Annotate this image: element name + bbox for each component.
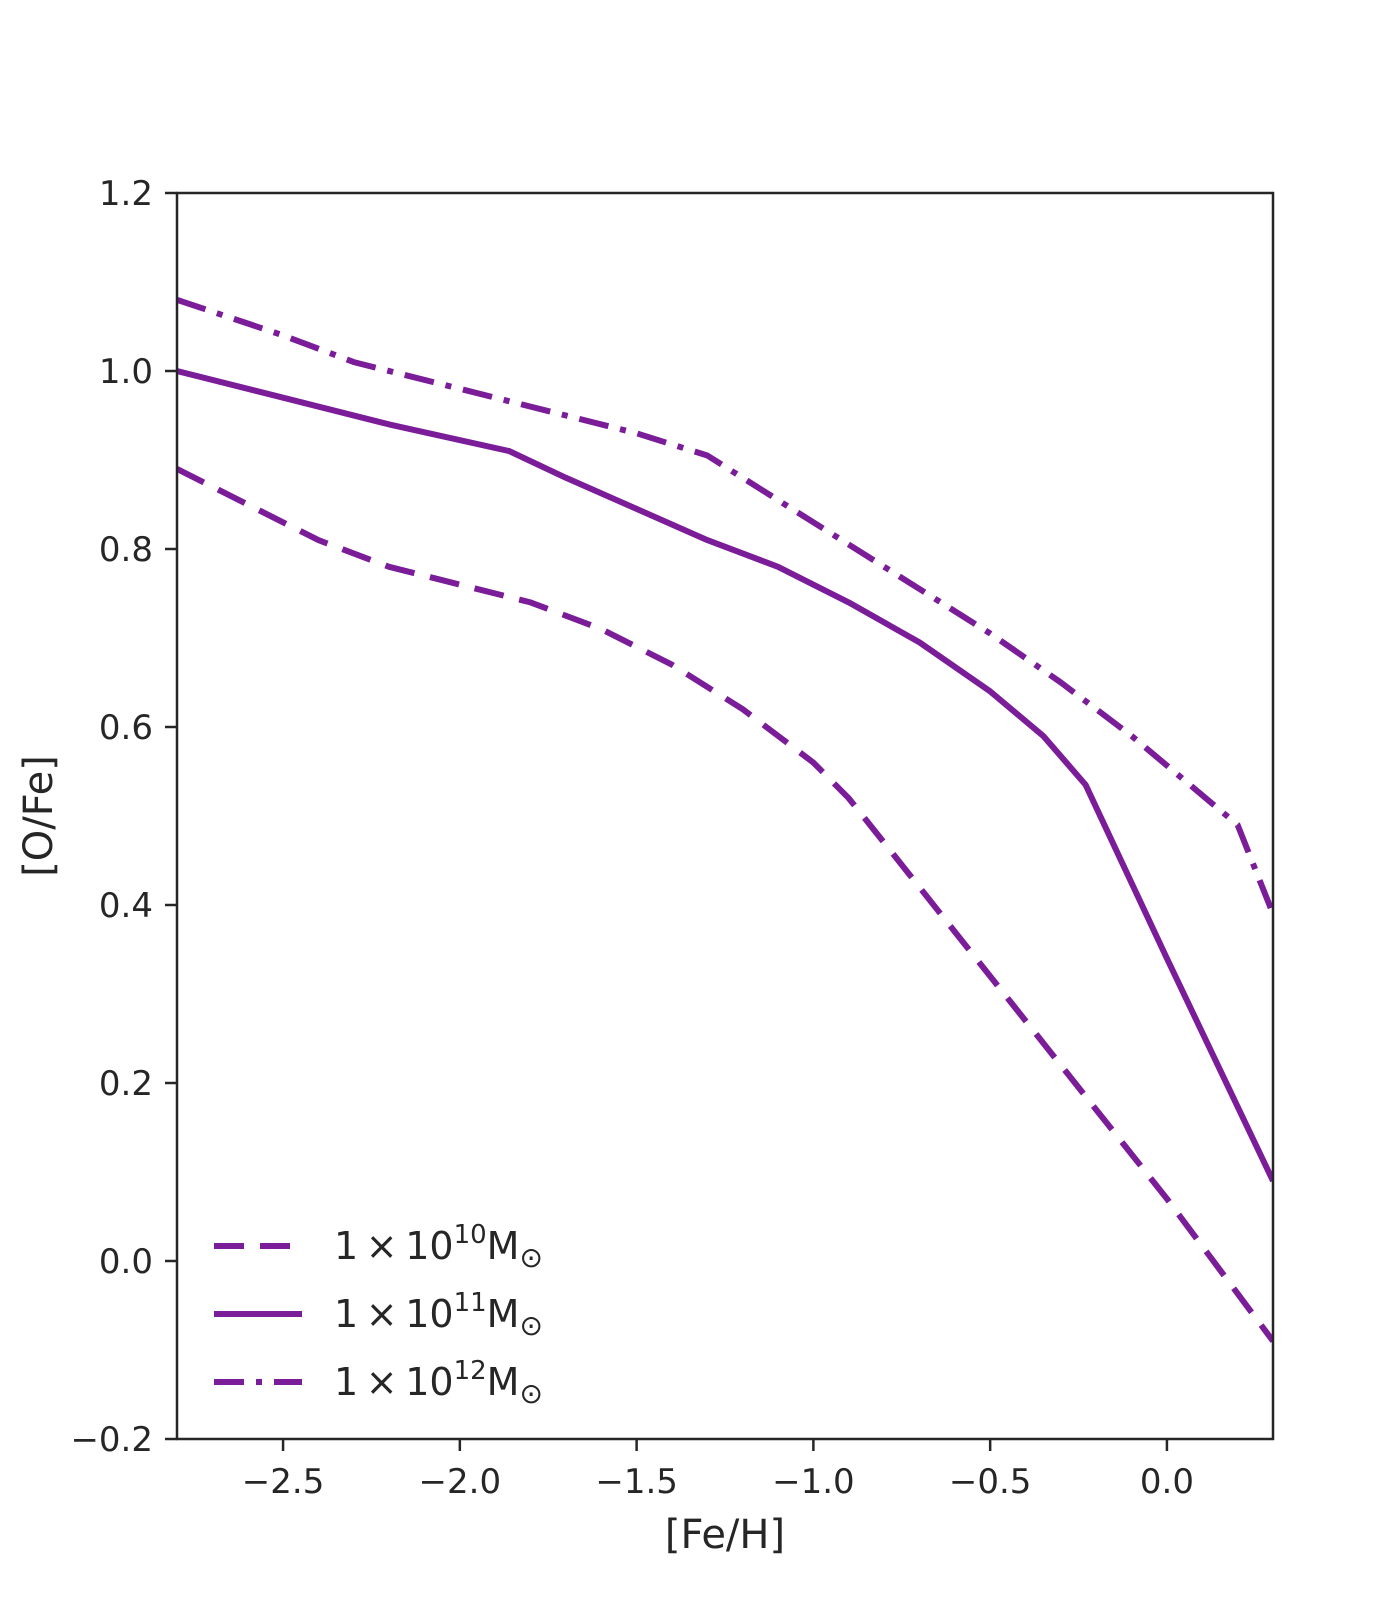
legend-label-1: 1 × 1010M⊙: [334, 1220, 543, 1274]
y-tick-label: 0.0: [99, 1242, 153, 1282]
x-tick-label: −0.5: [949, 1462, 1032, 1502]
series-line-2: [177, 368, 1273, 1183]
y-tick-label: 0.8: [99, 530, 153, 570]
y-tick-label: −0.2: [70, 1420, 153, 1460]
x-tick-label: 0.0: [1140, 1462, 1194, 1502]
y-axis-label: [O/Fe]: [16, 755, 62, 877]
series-line-3: [177, 296, 1273, 916]
x-tick-label: −2.5: [242, 1462, 325, 1502]
x-tick-label: −2.0: [419, 1462, 502, 1502]
axis-ticks: −2.5 −2.0 −1.5 −1.0 −0.5 0.0 −0.2 0.0 0.2 0.4 0.6 0…: [70, 174, 1194, 1502]
x-tick-label: −1.5: [595, 1462, 678, 1502]
y-tick-label: 0.4: [99, 886, 153, 926]
legend: 1 × 1010M⊙ 1 × 1011M⊙ 1 × 1012M⊙: [214, 1220, 543, 1410]
y-tick-label: 1.2: [99, 174, 153, 214]
series-lines: [177, 296, 1273, 1343]
x-axis-label: [Fe/H]: [665, 1512, 785, 1558]
legend-label-3: 1 × 1012M⊙: [334, 1356, 543, 1410]
x-tick-label: −1.0: [772, 1462, 855, 1502]
legend-label-2: 1 × 1011M⊙: [334, 1288, 543, 1342]
y-tick-label: 0.6: [99, 708, 153, 748]
series-line-1: [177, 466, 1273, 1343]
plot-frame: [175, 191, 1275, 1441]
y-tick-label: 0.2: [99, 1064, 153, 1104]
y-tick-label: 1.0: [99, 352, 153, 392]
